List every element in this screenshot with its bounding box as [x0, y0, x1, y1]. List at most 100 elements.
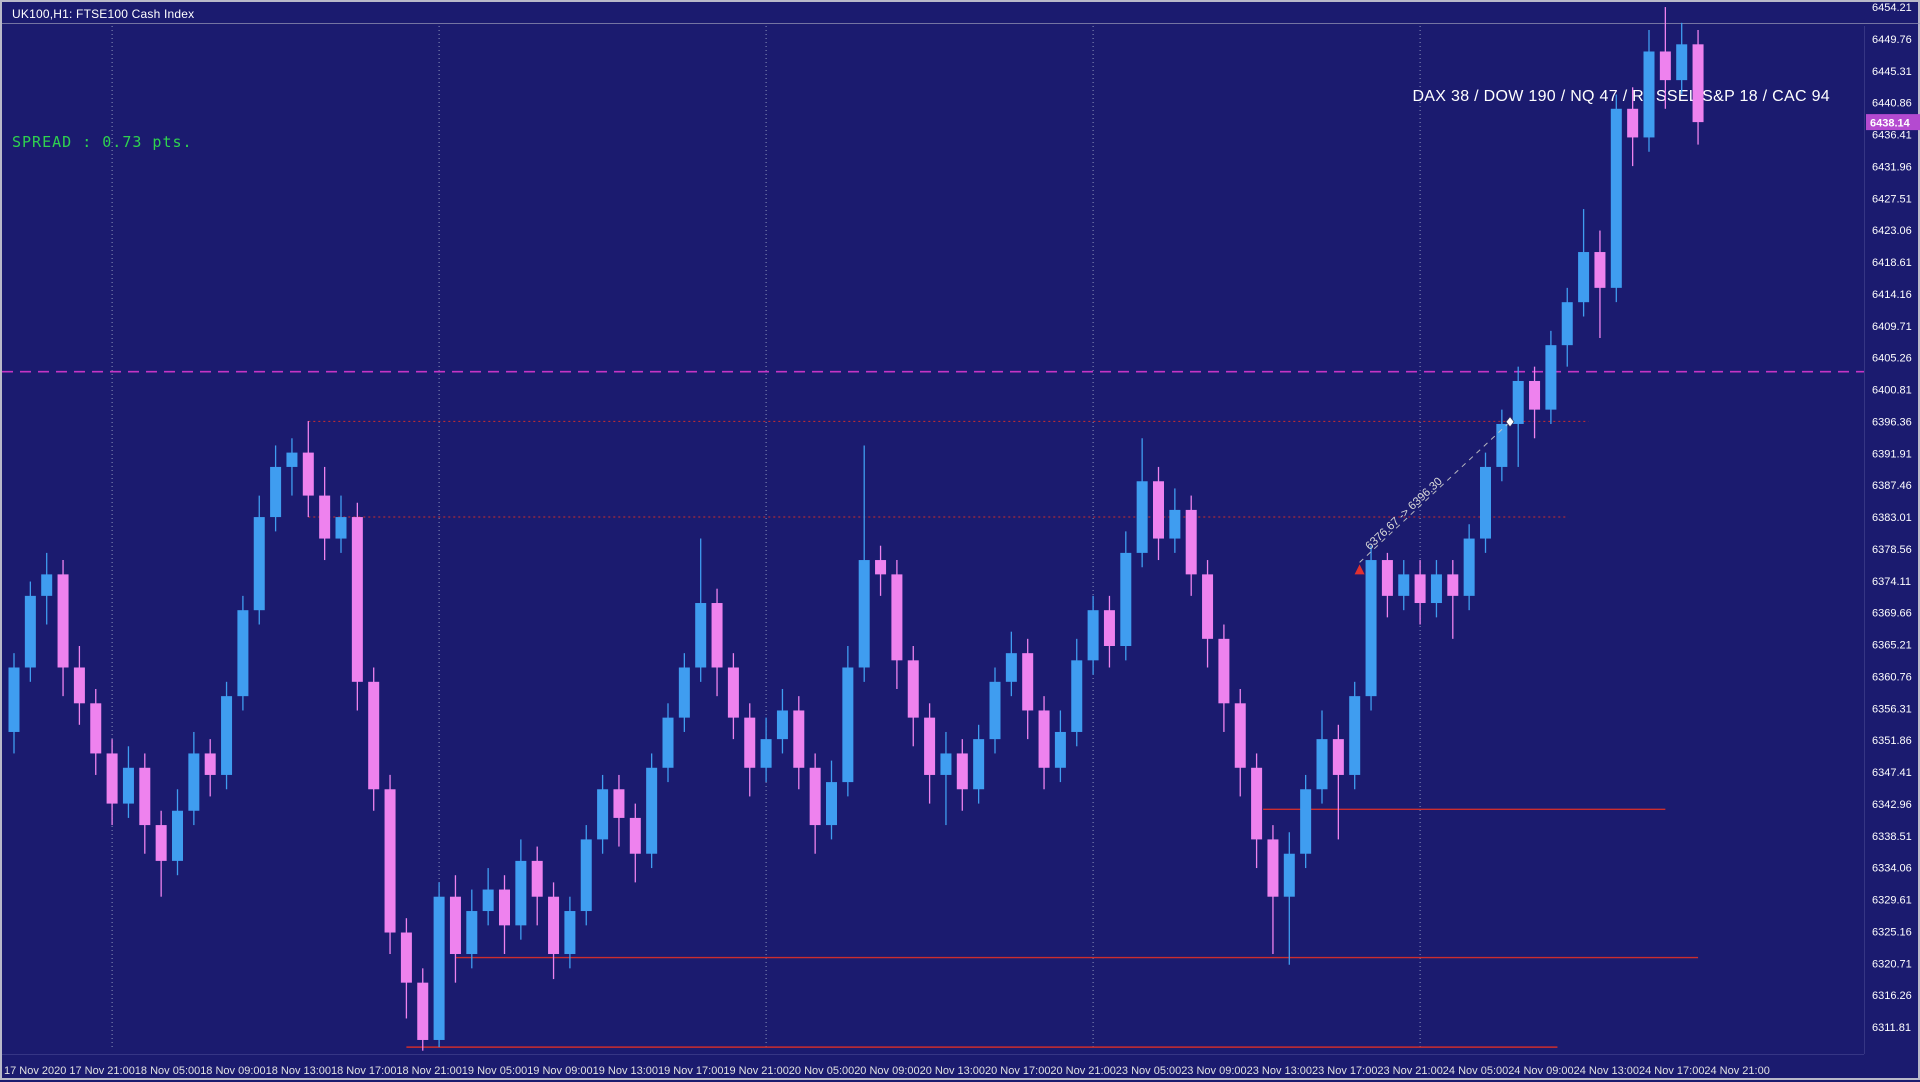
current-price-tag [1866, 114, 1920, 131]
cursor-marker-icon [1505, 416, 1515, 428]
candle [973, 739, 985, 790]
price-tick-label: 6365.21 [1872, 640, 1912, 652]
candle [335, 517, 347, 539]
price-tick-label: 6325.16 [1872, 926, 1912, 938]
candle [24, 595, 36, 668]
candle [1594, 252, 1606, 288]
time-tick-label: 24 Nov 09:00 [1508, 1065, 1573, 1077]
time-tick-label: 20 Nov 05:00 [789, 1065, 854, 1077]
candle [1610, 108, 1622, 288]
candle [858, 560, 870, 668]
candle [548, 896, 560, 955]
price-tick-label: 6423.06 [1872, 225, 1912, 237]
candle [1234, 703, 1246, 768]
candle [760, 739, 772, 768]
candle [531, 860, 543, 897]
price-tick-label: 6405.26 [1872, 353, 1912, 365]
time-tick-label: 19 Nov 09:00 [527, 1065, 592, 1077]
candle [1218, 638, 1230, 704]
time-tick-label: 23 Nov 09:00 [1181, 1065, 1246, 1077]
hlines-layer [2, 370, 1864, 1048]
candle [1103, 610, 1115, 647]
current-price-layer: 6438.14 [1866, 114, 1920, 131]
candle [613, 789, 625, 818]
candle [368, 681, 380, 790]
time-tick-label: 23 Nov 05:00 [1116, 1065, 1181, 1077]
price-axis: 6454.21 6449.76 6445.31 6440.86 6436.41 6431.… [1872, 2, 1912, 1034]
price-tick-label: 6342.96 [1872, 799, 1912, 811]
time-tick-label: 20 Nov 09:00 [854, 1065, 919, 1077]
candle [188, 753, 200, 811]
candle [1251, 767, 1263, 840]
candle [1005, 653, 1017, 682]
price-tick-label: 6427.51 [1872, 193, 1912, 205]
time-tick-label: 18 Nov 09:00 [200, 1065, 265, 1077]
candle [646, 767, 658, 854]
time-tick-label: 17 Nov 21:00 [69, 1065, 134, 1077]
candles-layer [8, 7, 1704, 1051]
price-tick-label: 6409.71 [1872, 321, 1912, 333]
candle [237, 610, 249, 697]
candle [1659, 51, 1671, 81]
time-tick-label: 24 Nov 21:00 [1704, 1065, 1769, 1077]
candle [727, 667, 739, 718]
candle [1136, 481, 1148, 553]
time-tick-label: 19 Nov 21:00 [723, 1065, 788, 1077]
current-price-value: 6438.14 [1870, 118, 1911, 130]
time-tick-label: 24 Nov 05:00 [1443, 1065, 1508, 1077]
price-tick-label: 6320.71 [1872, 958, 1912, 970]
candle [1512, 380, 1524, 424]
candle [1283, 853, 1295, 897]
time-tick-label: 18 Nov 05:00 [135, 1065, 200, 1077]
candle [1054, 731, 1066, 768]
price-tick-label: 6329.61 [1872, 895, 1912, 907]
candle [1202, 574, 1214, 639]
price-tick-label: 6356.31 [1872, 703, 1912, 715]
time-axis: 17 Nov 2020 17 Nov 21:00 18 Nov 05:00 18 No… [4, 1065, 1770, 1077]
candle [73, 667, 85, 704]
price-tick-label: 6351.86 [1872, 735, 1912, 747]
time-tick-label: 23 Nov 21:00 [1377, 1065, 1442, 1077]
candle [1022, 653, 1034, 711]
price-tick-label: 6338.51 [1872, 831, 1912, 843]
time-tick-label: 20 Nov 21:00 [1050, 1065, 1115, 1077]
price-tick-label: 6369.66 [1872, 608, 1912, 620]
candle [956, 753, 968, 790]
candle [1529, 380, 1541, 410]
candle [302, 452, 314, 496]
price-tick-label: 6400.81 [1872, 385, 1912, 397]
candle [172, 810, 183, 861]
candle [1300, 789, 1312, 854]
candle [1120, 552, 1132, 647]
price-tick-label: 6316.26 [1872, 990, 1912, 1002]
candle [1627, 108, 1639, 138]
candle [351, 517, 363, 682]
buy-arrow-icon [1354, 564, 1365, 575]
candle [1496, 423, 1508, 467]
price-axis-border [1864, 26, 1865, 1054]
candle [1365, 560, 1377, 697]
candle [678, 667, 690, 718]
candle [253, 517, 265, 611]
candle [662, 717, 674, 768]
candle [286, 452, 298, 467]
candle [1185, 509, 1197, 575]
time-tick-label: 20 Nov 13:00 [920, 1065, 985, 1077]
candle [122, 767, 134, 804]
time-tick-label: 24 Nov 17:00 [1639, 1065, 1704, 1077]
price-tick-label: 6311.81 [1872, 1022, 1911, 1034]
time-tick-label: 19 Nov 05:00 [462, 1065, 527, 1077]
candle [319, 495, 331, 539]
candle [1267, 839, 1279, 897]
price-tick-label: 6431.96 [1872, 161, 1912, 173]
candle [57, 574, 69, 668]
candle [695, 603, 707, 668]
candle [940, 753, 952, 775]
price-tick-label: 6449.76 [1872, 34, 1912, 46]
price-tick-label: 6414.16 [1872, 289, 1912, 301]
time-tick-label: 24 Nov 13:00 [1574, 1065, 1639, 1077]
indices-overlay-label: DAX 38 / DOW 190 / NQ 47 / RUSSEL S&P 18… [1412, 88, 1830, 105]
candle [204, 753, 216, 775]
trend-annotation-label: 6376.67 -> 6396.30 [1363, 476, 1444, 553]
